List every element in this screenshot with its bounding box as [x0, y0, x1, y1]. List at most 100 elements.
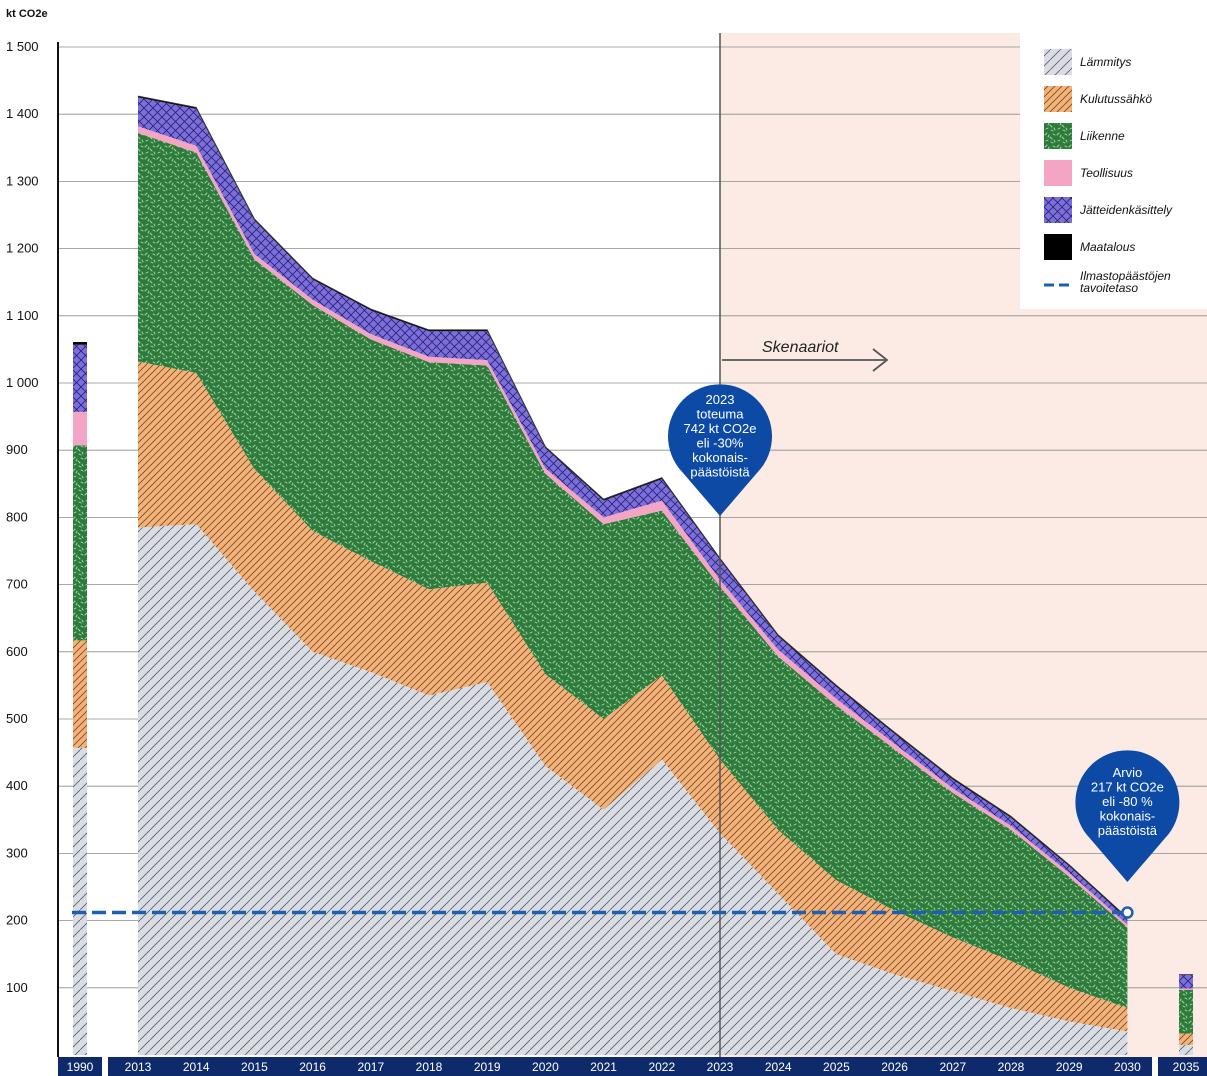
y-tick-label: 1 400 — [6, 106, 39, 121]
legend-item: Liikenne — [1044, 123, 1125, 149]
legend-swatch-lammitys — [1044, 49, 1072, 75]
legend-swatch-teollisuus — [1044, 160, 1072, 186]
scenario-label: Skenaariot — [762, 339, 839, 356]
x-tick-label: 2017 — [357, 1060, 384, 1074]
callout-text-line: päästöistä — [690, 464, 750, 479]
target-line-layer — [72, 906, 1134, 919]
y-tick-label: 200 — [6, 913, 28, 928]
bar-2035-lammitys — [1179, 1044, 1193, 1055]
area-series-layer — [137, 95, 1128, 1055]
callout-text-line: toteuma — [697, 406, 745, 421]
callout-text-line: eli -80 % — [1102, 794, 1153, 809]
legend-swatch-liikenne — [1044, 123, 1072, 149]
legend-layer: Lämmitys Kulutussähkö Liikenne Teollisuus Jä… — [1020, 33, 1207, 309]
legend-label: Ilmastopäästöjen — [1080, 269, 1171, 283]
y-tick-label: 1 000 — [6, 375, 39, 390]
bar-1990-liikenne — [73, 445, 87, 641]
x-tick-label: 2019 — [474, 1060, 501, 1074]
x-tick-label: 2025 — [823, 1060, 850, 1074]
legend-swatch-jatteidenkasittely — [1044, 197, 1072, 223]
callout-text-line: 217 kt CO2e — [1091, 780, 1164, 795]
callout-text-line: eli -30% — [697, 435, 744, 450]
x-tick-label: 2035 — [1173, 1060, 1200, 1074]
bar-2035-teollisuus — [1179, 988, 1193, 990]
legend-label: Liikenne — [1080, 129, 1125, 143]
bar-1990-kulutussahko — [73, 640, 87, 748]
x-tick-label: 2021 — [590, 1060, 617, 1074]
x-tick-label: 2028 — [998, 1060, 1025, 1074]
y-tick-label: 1 500 — [6, 39, 39, 54]
callout-text-line: kokonais- — [692, 450, 748, 465]
bar-2035-maatalous — [1179, 974, 1193, 976]
y-tick-label: 1 100 — [6, 308, 39, 323]
bar-2035-kulutussahko — [1179, 1033, 1193, 1045]
axis-layer: kt CO2e 1990 2013 2014 2015 2016 2017 2018 2019 2… — [6, 8, 1207, 1076]
x-tick-label: 2018 — [416, 1060, 443, 1074]
y-tick-label: 700 — [6, 577, 28, 592]
legend-label: Maatalous — [1080, 240, 1135, 254]
legend-swatch-kulutussahko — [1044, 86, 1072, 112]
x-tick-label: 2016 — [299, 1060, 326, 1074]
callout-text-line: kokonais- — [1100, 809, 1156, 824]
x-tick-label: 2020 — [532, 1060, 559, 1074]
legend-swatch-maatalous — [1044, 234, 1072, 260]
y-tick-label: 1 300 — [6, 173, 39, 188]
y-tick-label: 600 — [6, 644, 28, 659]
area-series-lammitys — [138, 524, 1128, 1055]
legend-label: Jätteidenkäsittely — [1079, 203, 1173, 217]
callout-text-line: 742 kt CO2e — [684, 421, 757, 436]
bar-series-layer — [73, 342, 1193, 1055]
legend-label: Kulutussähkö — [1080, 92, 1152, 106]
y-axis-unit-label: kt CO2e — [6, 8, 48, 20]
callout-text-line: Arvio — [1113, 765, 1143, 780]
y-tick-label: 1 200 — [6, 241, 39, 256]
legend-label: tavoitetaso — [1080, 281, 1138, 295]
legend-label: Lämmitys — [1080, 55, 1131, 69]
bar-1990-lammitys — [73, 747, 87, 1055]
area-top-outline — [137, 95, 1128, 919]
y-tick-label: 800 — [6, 509, 28, 524]
bar-1990-teollisuus — [73, 411, 87, 446]
bar-1990-jatteidenkasittely — [73, 344, 87, 412]
legend-item: Teollisuus — [1044, 160, 1133, 186]
x-tick-label: 2024 — [765, 1060, 792, 1074]
area-series-liikenne — [138, 133, 1128, 1008]
callout-text-line: 2023 — [706, 392, 735, 407]
y-tick-label: 300 — [6, 845, 28, 860]
legend-item: Kulutussähkö — [1044, 86, 1152, 112]
callout-pin-shape — [1075, 750, 1180, 882]
y-tick-label: 400 — [6, 778, 28, 793]
bar-2035-liikenne — [1179, 989, 1193, 1034]
legend-item: Lämmitys — [1044, 49, 1131, 75]
callout-text-line: päästöistä — [1098, 823, 1158, 838]
year-axis-bar — [108, 1057, 1152, 1076]
x-tick-label: 1990 — [67, 1060, 94, 1074]
year-axis-bar — [1158, 1057, 1207, 1076]
callout-pin-shape — [668, 384, 773, 516]
x-tick-label: 2023 — [707, 1060, 734, 1074]
x-tick-label: 2030 — [1114, 1060, 1141, 1074]
legend-item: Jätteidenkäsittely — [1044, 197, 1173, 223]
target-end-marker — [1121, 906, 1134, 919]
x-tick-label: 2015 — [241, 1060, 268, 1074]
legend-item: Maatalous — [1044, 234, 1135, 260]
x-tick-label: 2027 — [939, 1060, 966, 1074]
year-axis-bar — [58, 1057, 102, 1076]
legend-label: Teollisuus — [1080, 166, 1133, 180]
x-tick-label: 2014 — [183, 1060, 210, 1074]
y-tick-label: 500 — [6, 711, 28, 726]
bar-2035-jatteidenkasittely — [1179, 975, 1193, 989]
x-tick-label: 2026 — [881, 1060, 908, 1074]
x-tick-label: 2022 — [648, 1060, 675, 1074]
y-tick-label: 900 — [6, 442, 28, 457]
x-tick-label: 2029 — [1056, 1060, 1083, 1074]
bar-1990-maatalous — [73, 342, 87, 345]
scenario-arrow-head — [872, 348, 889, 372]
y-tick-label: 100 — [6, 980, 28, 995]
